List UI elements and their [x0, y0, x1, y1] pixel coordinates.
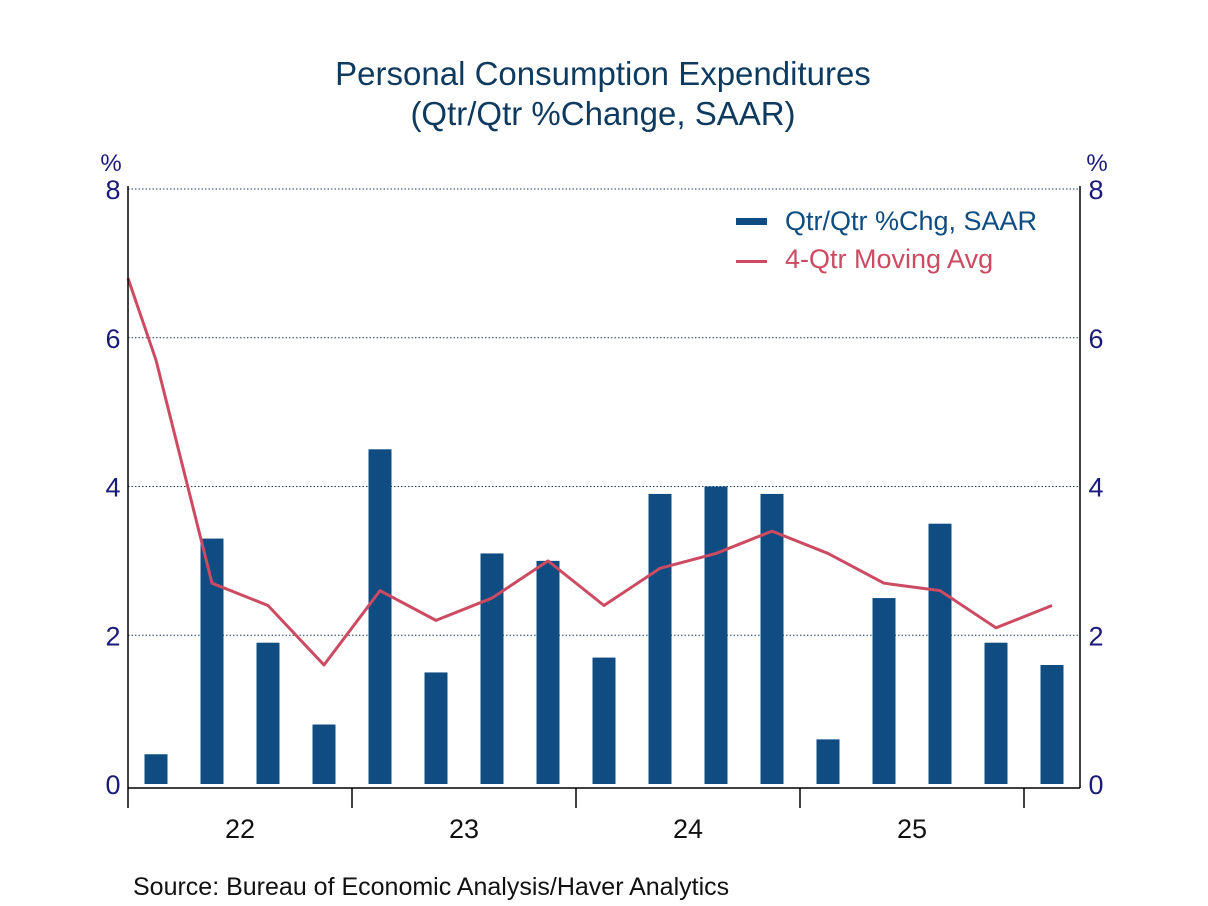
x-axis-ticks: 22 23 24 25 [225, 788, 1025, 844]
y-tick-label-right: 2 [1088, 621, 1103, 651]
x-tick-label: 23 [449, 814, 479, 844]
bar [760, 493, 784, 784]
gridlines [128, 188, 1080, 636]
y-axis-ticks: 0 0 2 2 4 4 6 6 8 8 [105, 175, 1103, 800]
bar [1040, 665, 1064, 784]
bars [144, 449, 1064, 784]
bar [928, 523, 952, 784]
right-axis-unit: % [1086, 150, 1107, 177]
bar [816, 739, 840, 784]
chart-title: Personal Consumption Expenditures [335, 55, 871, 92]
y-tick-label-left: 4 [105, 473, 120, 503]
bar [256, 642, 280, 784]
x-tick-label: 24 [673, 814, 703, 844]
y-tick-label-left: 2 [105, 621, 120, 651]
bar [368, 449, 392, 784]
bar [480, 553, 504, 784]
bar [536, 560, 560, 784]
bar [200, 538, 224, 784]
y-tick-label-left: 6 [105, 324, 120, 354]
bar [872, 598, 896, 784]
legend-swatch-line [736, 260, 767, 263]
bar [704, 486, 728, 784]
legend-label-line: 4-Qtr Moving Avg [785, 244, 993, 274]
legend: Qtr/Qtr %Chg, SAAR 4-Qtr Moving Avg [736, 206, 1037, 274]
moving-average-line [126, 277, 1053, 667]
source-note: Source: Bureau of Economic Analysis/Have… [133, 873, 729, 901]
y-tick-label-left: 0 [105, 770, 120, 800]
bar [592, 657, 616, 784]
bar [144, 754, 168, 784]
x-tick-label: 25 [897, 814, 927, 844]
chart-subtitle: (Qtr/Qtr %Change, SAAR) [410, 95, 795, 132]
legend-swatch-bars [736, 218, 767, 225]
moving-average-polyline [126, 277, 1053, 667]
y-tick-label-right: 6 [1088, 324, 1103, 354]
x-tick-label: 22 [225, 814, 255, 844]
bar [424, 672, 448, 784]
y-tick-label-right: 0 [1088, 770, 1103, 800]
bar [648, 493, 672, 784]
y-tick-label-right: 8 [1088, 175, 1103, 205]
y-tick-label-right: 4 [1088, 473, 1103, 503]
bar [312, 724, 336, 784]
bar [984, 642, 1008, 784]
legend-label-bars: Qtr/Qtr %Chg, SAAR [785, 206, 1037, 236]
y-tick-label-left: 8 [105, 175, 120, 205]
left-axis-unit: % [100, 150, 121, 177]
